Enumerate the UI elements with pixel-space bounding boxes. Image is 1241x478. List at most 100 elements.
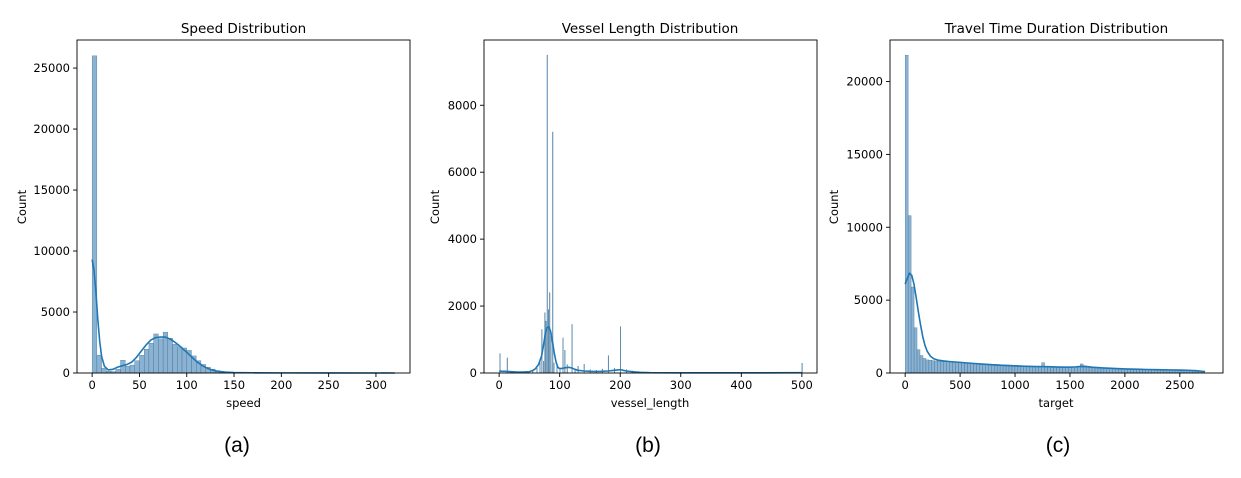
y-tick-label: 2000 [448,299,477,313]
y-tick-label: 8000 [448,98,477,112]
histogram-bar [552,131,554,374]
y-tick-label: 5000 [854,293,883,307]
kde-line [91,259,395,374]
histogram-bar [1071,366,1075,374]
histogram-bar [1041,362,1045,374]
histogram-bar [158,338,164,374]
histogram-bar [546,54,548,374]
y-tick-label: 5000 [41,305,70,319]
histogram-bar [1097,367,1102,374]
x-tick-label: 250 [318,378,340,392]
chart-title: Travel Time Duration Distribution [944,21,1168,37]
histogram-bar [566,364,568,374]
x-tick-label: 200 [609,378,631,392]
plot-area: 0 100 200 300 400 500 0 2000 4000 6000 8000 [448,39,818,392]
histogram-bar [134,360,140,374]
x-tick-label: 50 [132,378,147,392]
histogram-bar [946,361,950,374]
histogram-bar [564,350,566,374]
x-axis-label: target [1039,396,1074,410]
histogram-bar [148,342,154,374]
axes-frame [889,39,1224,374]
histogram-bars [91,55,396,374]
histogram-bar [916,349,921,374]
x-axis-label: vessel_length [611,396,690,410]
axes-frame [483,39,818,374]
y-tick-label: 0 [470,366,477,380]
histogram-bar [949,361,953,374]
travel-time-distribution-panel: Travel Time Duration Distribution 0 500 10… [827,21,1224,457]
x-tick-label: 100 [549,378,571,392]
histogram-bar [934,360,938,374]
histogram-bar [139,355,145,374]
histogram-bar [167,338,173,374]
histogram-bar [172,344,178,374]
histogram-bar [620,326,622,374]
x-axis-label: speed [226,396,261,410]
histogram-bar [985,363,989,374]
x-tick-label: 500 [949,378,971,392]
y-tick-label: 15000 [33,183,70,197]
histogram-bar [928,360,933,374]
histogram-bar [952,361,956,374]
chart-title: Vessel Length Distribution [562,21,739,37]
histogram-bar [1094,367,1099,374]
x-tick-label: 2500 [1165,378,1194,392]
histogram-bar [115,369,121,374]
histogram-bar [1059,366,1063,374]
histogram-bar [1050,366,1054,374]
histogram-bar [1056,366,1060,374]
histogram-bar [940,361,944,374]
histogram-bars [499,54,803,374]
histogram-bar [1068,366,1072,374]
histogram-bar [970,363,974,374]
histogram-bar [1074,366,1078,374]
x-tick-label: 150 [223,378,245,392]
histogram-bar [125,366,131,374]
panel-label: (a) [224,434,250,457]
x-tick-label: 500 [791,378,813,392]
histogram-bar [1080,363,1084,374]
histogram-bar [153,333,159,374]
speed-distribution-panel: Speed Distribution 0 50 100 150 200 250 300 0 50… [15,21,411,457]
x-tick-label: 2000 [1110,378,1139,392]
histogram-bar [536,367,538,374]
x-tick-label: 300 [365,378,387,392]
histogram-bar [931,360,936,374]
histogram-bar [982,363,986,374]
y-tick-label: 10000 [33,244,70,258]
histogram-bar [955,362,959,374]
histogram-bar [973,363,977,374]
y-tick-label: 20000 [846,75,883,89]
histogram-bar [913,327,918,374]
histogram-bar [143,349,150,374]
y-tick-label: 15000 [846,147,883,161]
histogram-bar [91,55,98,374]
histogram-bar [1053,366,1057,374]
histogram-bar [553,362,555,374]
y-tick-label: 20000 [33,122,70,136]
histogram-bar [177,346,183,374]
histogram-bar [129,364,135,374]
histogram-bar [979,363,983,374]
x-tick-label: 1500 [1055,378,1084,392]
histogram-bar [910,286,915,374]
histogram-bar [961,362,965,374]
histogram-bar [904,55,909,374]
x-tick-label: 0 [495,378,502,392]
histogram-bar [958,362,962,374]
histogram-bar [925,359,930,374]
vessel-length-distribution-panel: Vessel Length Distribution 0 100 200 300 400… [428,21,818,457]
kde-line [499,326,802,374]
panel-label: (b) [635,434,661,457]
histogram-bar [976,363,980,374]
x-tick-label: 0 [901,378,908,392]
histogram-bar [549,292,551,374]
y-axis-label: Count [15,189,29,224]
x-tick-label: 400 [730,378,752,392]
histogram-bar [943,361,947,374]
histogram-bar [967,362,971,374]
y-tick-label: 10000 [846,220,883,234]
chart-title: Speed Distribution [181,21,306,37]
x-tick-label: 100 [176,378,198,392]
